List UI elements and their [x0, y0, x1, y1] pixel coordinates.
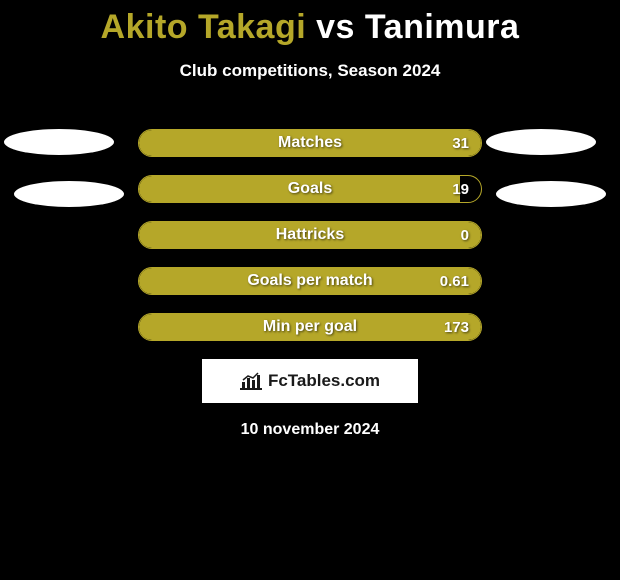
- avatar-placeholder-left-2: [14, 181, 124, 207]
- logo-text: FcTables.com: [268, 371, 380, 391]
- vs-text: vs: [316, 8, 355, 46]
- stat-bar: Goals19: [138, 175, 482, 203]
- avatar-placeholder-right-2: [496, 181, 606, 207]
- player1-name: Akito Takagi: [101, 8, 307, 46]
- bar-label: Hattricks: [139, 222, 481, 248]
- stats-bars: Matches31 Goals19 Hattricks0 Goals per matc…: [138, 129, 482, 341]
- bar-value: 173: [444, 314, 469, 340]
- chart-icon: [240, 372, 262, 390]
- bar-value: 0: [461, 222, 469, 248]
- bar-label: Goals: [139, 176, 481, 202]
- bar-value: 19: [452, 176, 469, 202]
- bar-label: Min per goal: [139, 314, 481, 340]
- logo-box: FcTables.com: [202, 359, 418, 403]
- footer-date: 10 november 2024: [0, 421, 620, 439]
- stat-bar: Goals per match0.61: [138, 267, 482, 295]
- subtitle: Club competitions, Season 2024: [0, 61, 620, 81]
- page-title: Akito Takagi vs Tanimura: [0, 0, 620, 47]
- stat-bar: Min per goal173: [138, 313, 482, 341]
- avatar-placeholder-left-1: [4, 129, 114, 155]
- bar-value: 31: [452, 130, 469, 156]
- bar-label: Matches: [139, 130, 481, 156]
- avatar-placeholder-right-1: [486, 129, 596, 155]
- bar-value: 0.61: [440, 268, 469, 294]
- stat-bar: Hattricks0: [138, 221, 482, 249]
- stat-bar: Matches31: [138, 129, 482, 157]
- content-area: Matches31 Goals19 Hattricks0 Goals per matc…: [0, 129, 620, 439]
- player2-name: Tanimura: [365, 8, 520, 46]
- bar-label: Goals per match: [139, 268, 481, 294]
